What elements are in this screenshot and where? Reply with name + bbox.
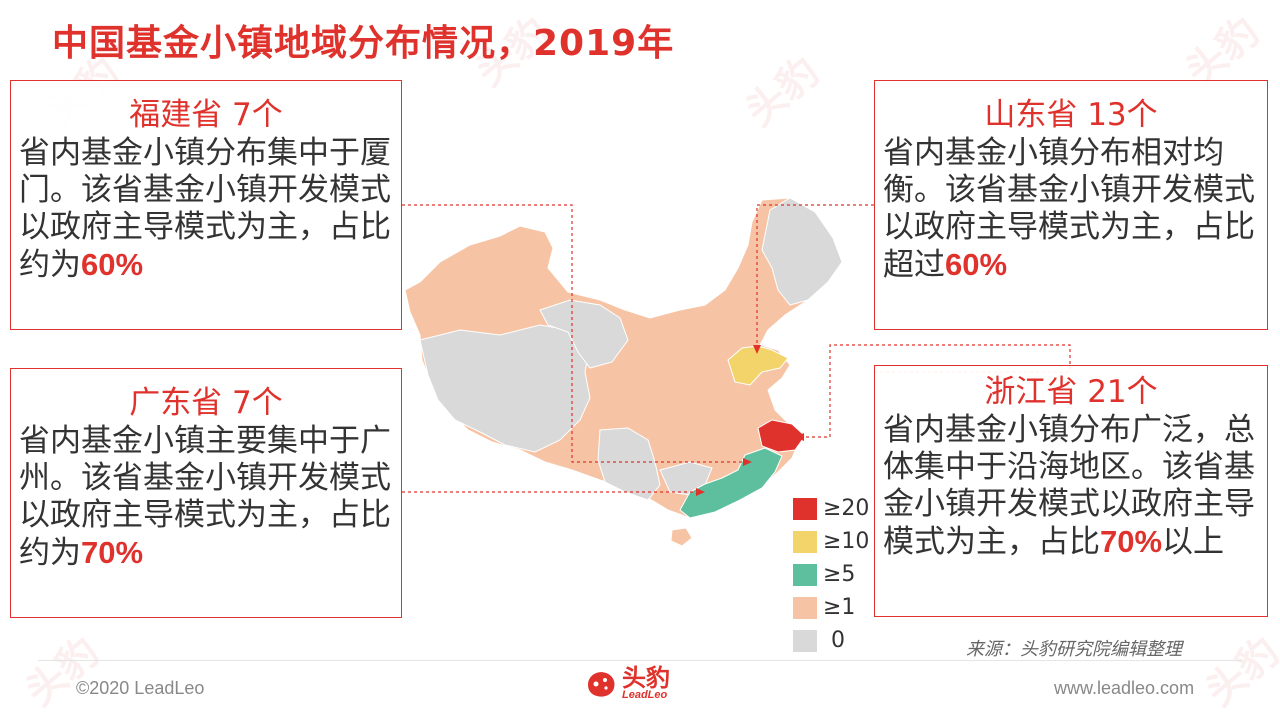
card-text: 省内基金小镇主要集中于广州。该省基金小镇开发模式以政府主导模式为主，占比约为70… <box>19 423 393 572</box>
card-shandong: 山东省 13个 省内基金小镇分布相对均衡。该省基金小镇开发模式以政府主导模式为主… <box>874 80 1268 330</box>
connector-shandong <box>756 204 874 348</box>
legend-swatch <box>793 497 817 520</box>
legend-swatch <box>793 563 817 586</box>
connector-fujian <box>402 204 745 463</box>
connector-arrow <box>753 345 761 354</box>
map-region-hainan <box>670 527 693 547</box>
card-heading: 福建省 7个 <box>129 97 283 133</box>
card-heading: 山东省 13个 <box>984 97 1158 133</box>
leadleo-logo: 头豹 LeadLeo <box>584 666 670 701</box>
card-zhejiang: 浙江省 21个 省内基金小镇分布广泛，总体集中于沿海地区。该省基金小镇开发模式以… <box>874 365 1268 617</box>
card-body: 省内基金小镇主要集中于广州。该省基金小镇开发模式以政府主导模式为主，占比约为 <box>19 423 391 571</box>
legend-label: ≥5 <box>823 562 856 587</box>
legend-label: ≥10 <box>823 529 870 554</box>
card-fujian: 福建省 7个 省内基金小镇分布集中于厦门。该省基金小镇开发模式以政府主导模式为主… <box>10 80 402 330</box>
legend-item: ≥20 <box>793 492 869 525</box>
card-heading: 广东省 7个 <box>129 385 283 421</box>
legend-label: ≥20 <box>823 496 870 521</box>
connector-arrow <box>696 488 705 496</box>
card-heading: 浙江省 21个 <box>984 374 1158 410</box>
logo-chinese: 头豹 <box>622 664 670 692</box>
card-body: 省内基金小镇分布相对均衡。该省基金小镇开发模式以政府主导模式为主，占比超过 <box>883 135 1255 283</box>
card-body: 省内基金小镇分布集中于厦门。该省基金小镇开发模式以政府主导模式为主，占比约为 <box>19 135 391 283</box>
map-region-qinghai <box>539 299 629 369</box>
card-text: 省内基金小镇分布广泛，总体集中于沿海地区。该省基金小镇开发模式以政府主导模式为主… <box>883 412 1259 561</box>
card-percentage: 60% <box>81 247 144 282</box>
page-title: 中国基金小镇地域分布情况，2019年 <box>52 23 675 64</box>
card-percentage: 60% <box>945 247 1008 282</box>
connector-arrow <box>743 458 752 466</box>
legend-item: ≥1 <box>793 591 869 624</box>
card-body: 省内基金小镇分布广泛，总体集中于沿海地区。该省基金小镇开发模式以政府主导模式为主… <box>883 412 1255 560</box>
footer-divider <box>38 660 1242 661</box>
card-tail: 以上 <box>1162 524 1225 560</box>
legend-swatch <box>793 629 817 652</box>
logo-english: LeadLeo <box>622 689 668 701</box>
card-guangdong: 广东省 7个 省内基金小镇主要集中于广州。该省基金小镇开发模式以政府主导模式为主… <box>10 368 402 618</box>
legend-swatch <box>793 530 817 553</box>
legend-item: 0 <box>793 624 869 657</box>
legend-item: ≥5 <box>793 558 869 591</box>
card-text: 省内基金小镇分布集中于厦门。该省基金小镇开发模式以政府主导模式为主，占比约为60… <box>19 135 393 284</box>
footer-copyright: ©2020 LeadLeo <box>76 678 205 698</box>
card-percentage: 70% <box>1100 524 1163 559</box>
map-region-fujian-guangdong <box>679 447 783 519</box>
card-text: 省内基金小镇分布相对均衡。该省基金小镇开发模式以政府主导模式为主，占比超过60% <box>883 135 1259 284</box>
source-note: 来源：头豹研究院编辑整理 <box>966 639 1182 660</box>
legend-label: ≥1 <box>823 595 856 620</box>
map-region-zhejiang <box>757 419 806 453</box>
footer-website-link[interactable]: www.leadleo.com <box>1054 678 1195 698</box>
logo-text: 头豹 LeadLeo <box>622 666 670 701</box>
legend-swatch <box>793 596 817 619</box>
connector-arrow <box>795 433 804 441</box>
map-region-northeast <box>761 197 843 306</box>
legend-item: ≥10 <box>793 525 869 558</box>
map-legend: ≥20 ≥10 ≥5 ≥1 0 <box>793 492 869 657</box>
map-region-tibet <box>419 324 591 453</box>
card-percentage: 70% <box>81 535 144 570</box>
leopard-head-icon <box>588 671 615 697</box>
map-region-shandong <box>727 345 789 386</box>
legend-label: 0 <box>831 628 845 653</box>
